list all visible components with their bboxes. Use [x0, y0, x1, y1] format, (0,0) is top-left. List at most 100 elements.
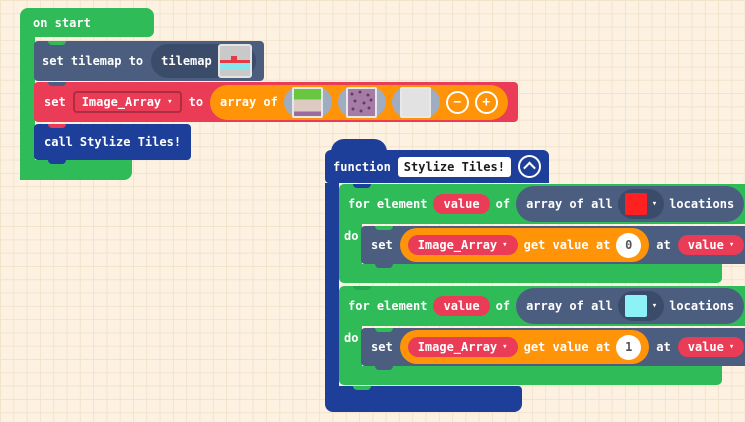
array-of-all-label: array of all — [526, 299, 613, 313]
cyan-tile-icon — [624, 295, 647, 317]
dropdown-arrow-icon: ▾ — [502, 341, 508, 352]
dropdown-arrow-icon: ▾ — [728, 239, 735, 250]
index-field[interactable]: 0 — [616, 232, 642, 258]
dropdown-arrow-icon: ▾ — [502, 239, 508, 250]
collapse-block-button[interactable] — [517, 155, 541, 178]
for-element-block[interactable]: for element value of array of all ▾ loca… — [339, 184, 745, 224]
array-of-block[interactable]: array of − + — [210, 84, 508, 120]
striped-terrain-image-icon[interactable] — [292, 86, 324, 118]
function-hat — [331, 139, 387, 152]
on-start-label: on start — [33, 15, 91, 30]
call-function-block[interactable]: call Stylize Tiles! — [34, 124, 192, 160]
tile-dropdown[interactable]: ▾ — [617, 291, 665, 321]
array-of-all-locations-block[interactable]: array of all ▾ locations — [516, 186, 745, 222]
for-element-label: for element — [348, 197, 428, 211]
on-start-block[interactable]: on start — [20, 8, 154, 37]
dropdown-arrow-icon: ▾ — [728, 341, 735, 352]
function-definition-block[interactable]: function Stylize Tiles! — [325, 150, 549, 183]
set-tilemap-label: set tilemap to — [42, 54, 144, 68]
of-label: of — [495, 197, 511, 211]
for-element-block[interactable]: for element value of array of all ▾ loca… — [339, 286, 745, 326]
variable-name: value — [687, 238, 724, 252]
locations-label: locations — [669, 299, 735, 313]
set-label: set — [371, 238, 393, 252]
dropdown-arrow-icon: ▾ — [651, 300, 658, 311]
connector-notch — [353, 184, 371, 188]
dropdown-arrow-icon: ▾ — [651, 198, 658, 209]
called-function-name: Stylize Tiles! — [79, 135, 182, 149]
of-label: of — [495, 299, 511, 313]
element-variable-name: value — [443, 197, 480, 211]
connector-notch — [375, 226, 393, 230]
blank-image-icon[interactable] — [400, 86, 432, 118]
variable-dropdown-pill[interactable]: Image_Array ▾ — [407, 337, 518, 357]
connector-notch — [375, 328, 393, 332]
index-field[interactable]: 1 — [616, 334, 642, 360]
connector-notch — [375, 264, 393, 268]
connector-notch — [48, 124, 66, 128]
set-variable-block[interactable]: set Image_Array ▾ to array of − + — [34, 82, 518, 122]
variable-dropdown[interactable]: Image_Array ▾ — [72, 91, 182, 113]
locations-label: locations — [669, 197, 735, 211]
tilemap-shadow-label: tilemap — [161, 54, 212, 68]
dropdown-arrow-icon: ▾ — [167, 96, 173, 107]
array-get-value-block[interactable]: Image_Array ▾ get value at 0 — [399, 228, 650, 262]
function-name-field[interactable]: Stylize Tiles! — [397, 156, 511, 177]
tilemap-preview-cyan-band — [219, 63, 250, 69]
function-spine — [325, 183, 339, 386]
for-element-bottom — [339, 264, 722, 283]
tilemap-preview-detail — [230, 56, 237, 60]
function-bottom — [325, 386, 522, 412]
set-tile-at-block[interactable]: set Image_Array ▾ get value at 0 at valu… — [361, 226, 745, 264]
do-label: do — [344, 229, 359, 243]
on-start-bottom — [20, 160, 132, 180]
array-item-slot[interactable] — [337, 86, 386, 118]
array-item-slot[interactable] — [391, 86, 440, 118]
array-item-slot[interactable] — [283, 86, 332, 118]
get-value-at-label: get value at — [523, 340, 611, 354]
remove-item-button[interactable]: − — [445, 90, 469, 114]
speckled-stone-image-icon[interactable] — [346, 86, 378, 118]
element-variable-pill[interactable]: value — [433, 194, 490, 214]
element-variable-pill[interactable]: value — [433, 296, 490, 316]
on-start-spine — [20, 30, 35, 180]
array-of-all-locations-block[interactable]: array of all ▾ locations — [516, 288, 745, 324]
variable-name: Image_Array — [417, 238, 498, 252]
for-element-label: for element — [348, 299, 428, 313]
at-label: at — [656, 340, 671, 354]
array-get-value-block[interactable]: Image_Array ▾ get value at 1 — [399, 330, 650, 364]
call-label: call — [44, 135, 73, 149]
set-label: set — [44, 95, 66, 109]
set-tilemap-block[interactable]: set tilemap to tilemap — [34, 41, 264, 81]
location-variable-pill[interactable]: value ▾ — [677, 235, 745, 255]
function-keyword: function — [333, 159, 391, 174]
at-label: at — [656, 238, 671, 252]
connector-notch — [353, 386, 371, 390]
set-label: set — [371, 340, 393, 354]
plus-icon: + — [482, 94, 491, 110]
element-variable-name: value — [443, 299, 480, 313]
for-element-bottom — [339, 366, 722, 385]
variable-name: Image_Array — [81, 95, 162, 109]
tile-dropdown[interactable]: ▾ — [617, 189, 665, 219]
connector-notch — [375, 366, 393, 370]
red-tile-icon — [624, 193, 647, 215]
tilemap-preview-red-line — [219, 60, 250, 63]
do-section: do — [339, 224, 362, 266]
connector-notch — [48, 160, 66, 164]
tilemap-shadow-block[interactable]: tilemap — [151, 44, 256, 78]
to-label: to — [188, 95, 204, 109]
variable-name: Image_Array — [417, 340, 498, 354]
get-value-at-label: get value at — [523, 238, 611, 252]
add-item-button[interactable]: + — [474, 90, 498, 114]
set-tile-at-block[interactable]: set Image_Array ▾ get value at 1 at valu… — [361, 328, 745, 366]
location-variable-pill[interactable]: value ▾ — [677, 337, 745, 357]
variable-dropdown-pill[interactable]: Image_Array ▾ — [407, 235, 518, 255]
do-label: do — [344, 331, 359, 345]
minus-icon: − — [453, 94, 462, 110]
tilemap-preview-icon[interactable] — [217, 44, 252, 78]
connector-notch — [48, 41, 66, 45]
array-of-all-label: array of all — [526, 197, 613, 211]
connector-notch — [353, 286, 371, 290]
